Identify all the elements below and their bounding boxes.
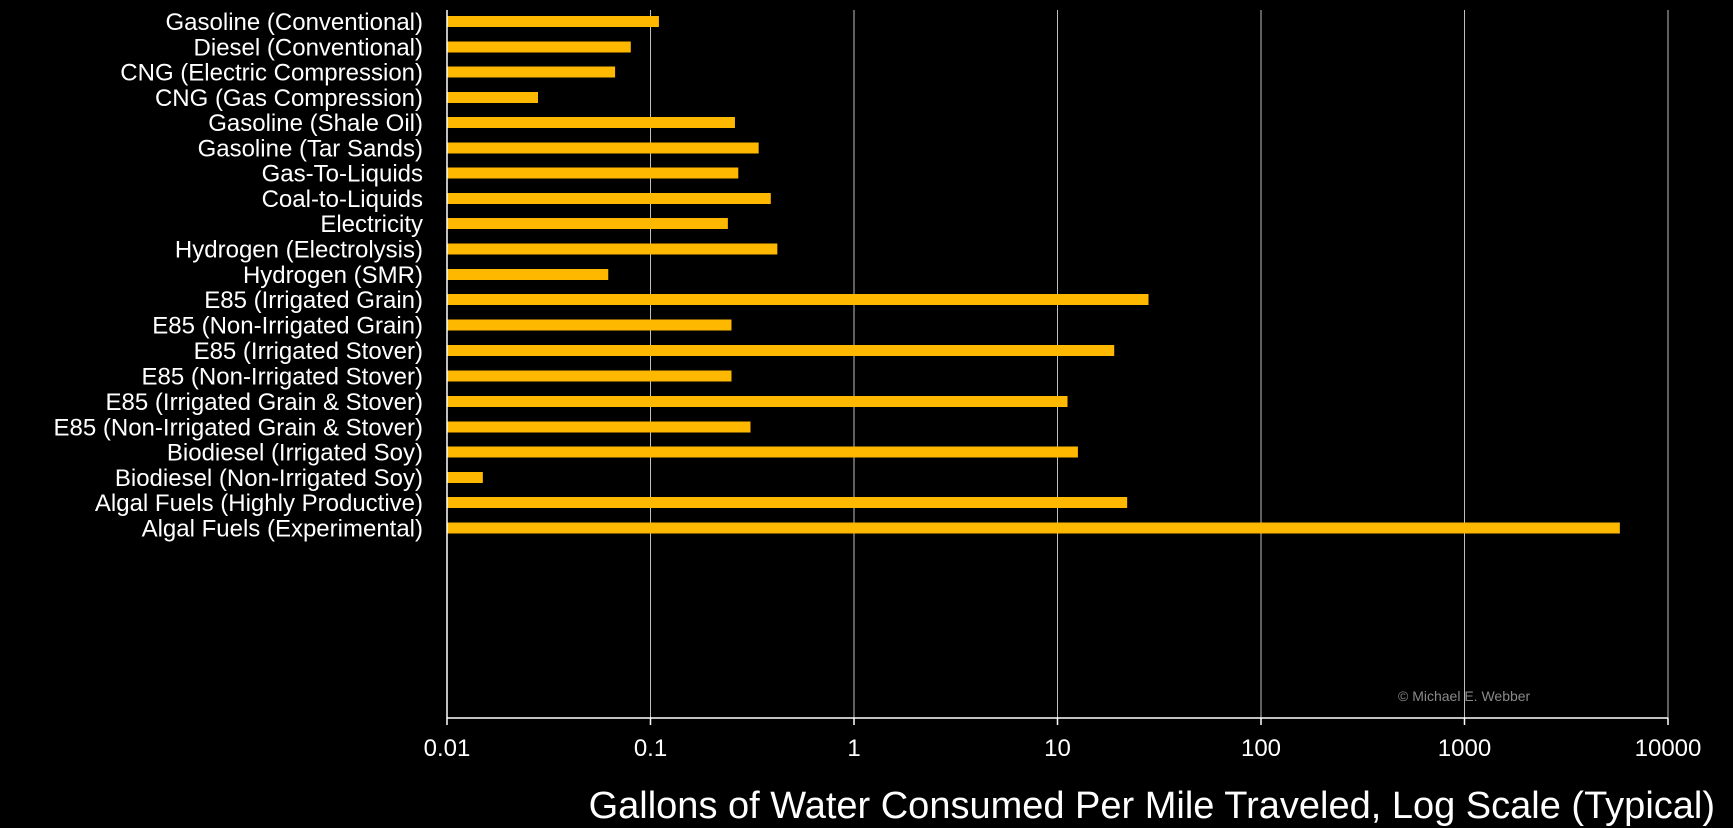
category-label: E85 (Irrigated Stover)	[194, 338, 423, 365]
category-label: Electricity	[320, 211, 423, 238]
bars	[447, 16, 1620, 534]
category-labels: Gasoline (Conventional)Diesel (Conventio…	[54, 9, 423, 543]
x-tick-label: 1	[847, 735, 860, 762]
bar	[447, 167, 739, 179]
bar	[447, 66, 616, 78]
category-label: Algal Fuels (Highly Productive)	[95, 490, 423, 517]
bar	[447, 193, 771, 204]
bar	[447, 472, 483, 483]
x-tick-label: 0.1	[634, 735, 667, 762]
bar	[447, 269, 609, 280]
copyright-annotation: © Michael E. Webber	[1398, 688, 1531, 704]
bar	[447, 16, 659, 27]
category-label: CNG (Gas Compression)	[155, 85, 423, 112]
bar	[447, 421, 751, 433]
x-axis: 0.01 0.1 1 10 100 1000 10000	[424, 10, 1702, 762]
bar	[447, 396, 1068, 407]
bar	[447, 446, 1078, 458]
x-tick-label: 10000	[1635, 735, 1702, 762]
category-label: E85 (Irrigated Grain & Stover)	[106, 389, 423, 416]
category-label: Gas-To-Liquids	[262, 161, 423, 188]
category-label: Biodiesel (Irrigated Soy)	[167, 440, 423, 467]
category-label: E85 (Non-Irrigated Grain & Stover)	[54, 415, 423, 442]
category-label: Hydrogen (Electrolysis)	[175, 237, 423, 264]
bar	[447, 117, 735, 128]
category-label: Gasoline (Shale Oil)	[208, 110, 423, 137]
x-axis-title: Gallons of Water Consumed Per Mile Trave…	[589, 785, 1715, 827]
bar	[447, 92, 538, 103]
bar	[447, 319, 732, 331]
bar	[447, 243, 778, 255]
category-label: Coal-to-Liquids	[262, 186, 423, 213]
x-tick-label: 10	[1044, 735, 1071, 762]
x-tick-label: 100	[1241, 735, 1281, 762]
category-label: CNG (Electric Compression)	[120, 60, 423, 87]
bar	[447, 370, 732, 382]
category-label: E85 (Non-Irrigated Grain)	[152, 313, 423, 340]
x-tick-label: 0.01	[424, 735, 471, 762]
category-label: E85 (Non-Irrigated Stover)	[142, 364, 423, 391]
category-label: Gasoline (Conventional)	[166, 9, 423, 36]
category-label: E85 (Irrigated Grain)	[204, 287, 423, 314]
bar	[447, 294, 1149, 305]
bar	[447, 497, 1128, 508]
bar	[447, 142, 759, 154]
bar	[447, 41, 631, 53]
category-label: Hydrogen (SMR)	[243, 262, 423, 289]
category-label: Biodiesel (Non-Irrigated Soy)	[115, 465, 423, 492]
category-label: Diesel (Conventional)	[194, 35, 423, 62]
x-tick-label: 1000	[1438, 735, 1491, 762]
bar	[447, 345, 1115, 356]
bar	[447, 218, 728, 229]
bar	[447, 522, 1620, 534]
category-label: Gasoline (Tar Sands)	[198, 136, 423, 163]
gridlines	[650, 10, 1669, 718]
category-label: Algal Fuels (Experimental)	[142, 516, 423, 543]
